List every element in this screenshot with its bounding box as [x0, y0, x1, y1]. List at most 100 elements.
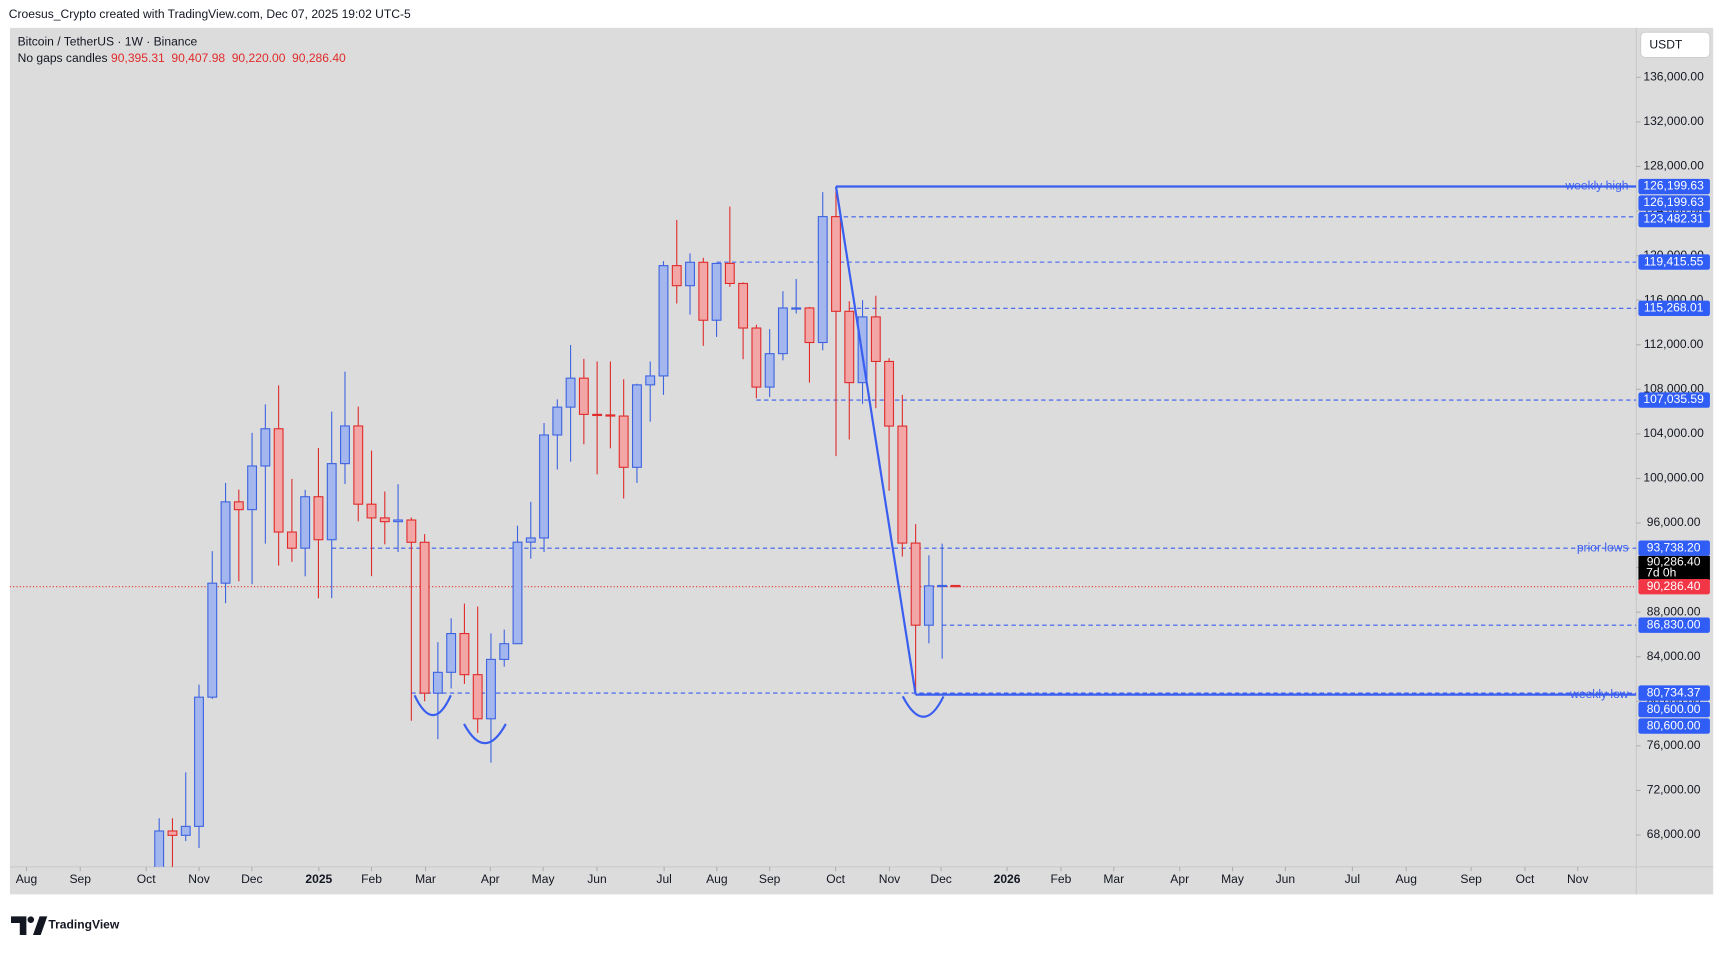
plot	[9, 185, 1637, 867]
currency[interactable]: USDT	[1649, 38, 1683, 52]
candle-body	[353, 425, 364, 505]
candle-body	[831, 216, 841, 312]
legend-value: 90,286.40	[292, 51, 346, 65]
candle-body	[432, 671, 443, 694]
candle-body	[578, 377, 589, 415]
candle-body	[379, 517, 390, 523]
x-tick-label: Nov	[188, 872, 209, 886]
y-tick-label: 136,000.00	[1643, 70, 1704, 84]
y-tick-label: 68,000.00	[1647, 827, 1701, 841]
price-label: 126,199.63	[1643, 179, 1704, 193]
candle-body	[194, 696, 204, 827]
y-tick-label: 132,000.00	[1643, 114, 1704, 128]
candle-body	[512, 541, 523, 645]
currency-box[interactable]	[1640, 31, 1711, 59]
candle-body	[764, 353, 775, 388]
x-tick-label: Aug	[1395, 872, 1417, 886]
x-tick-label: Jun	[1276, 872, 1295, 886]
candle-body	[340, 425, 350, 465]
price-label-box	[1638, 540, 1710, 556]
legend-value: 90,395.31	[111, 51, 165, 65]
candle-body	[658, 265, 669, 377]
x-tick-label: Dec	[930, 872, 951, 886]
y-tick-label: 100,000.00	[1643, 471, 1704, 485]
x-tick-label: Mar	[415, 872, 436, 886]
x-tick-label: Feb	[361, 872, 382, 886]
candle-body	[645, 375, 656, 386]
candle-body	[300, 496, 311, 549]
candle-body	[884, 360, 895, 427]
x-tick-label: Dec	[241, 872, 262, 886]
candle-body	[870, 316, 881, 363]
price-label: 80,600.00	[1647, 702, 1701, 716]
x-tick-label: Feb	[1051, 872, 1072, 886]
candle-body	[698, 261, 709, 321]
chart-background	[9, 27, 1714, 895]
price-label-box	[1638, 178, 1710, 195]
candle-body	[751, 327, 762, 388]
price-label: 126,199.63	[1643, 195, 1704, 209]
candle-body	[393, 519, 404, 523]
x-tick-label: Sep	[1460, 872, 1482, 886]
candle-body	[923, 585, 934, 626]
price-label-box	[1638, 195, 1710, 211]
legend-label: No gaps candles	[18, 51, 108, 65]
y-tick-label: 108,000.00	[1643, 381, 1704, 395]
x-tick-label: Sep	[759, 872, 781, 886]
x-tick-label: 2025	[305, 872, 332, 886]
x-tick-label: Aug	[706, 872, 727, 886]
candle-body	[326, 463, 337, 541]
x-tick-label: Apr	[481, 872, 500, 886]
price-label: 119,415.55	[1644, 254, 1704, 268]
x-tick-label: Sep	[69, 872, 91, 886]
x-tick-label: Aug	[16, 872, 37, 886]
candle-body	[910, 542, 921, 626]
candle-body	[937, 584, 948, 588]
candle-body	[167, 830, 178, 836]
candle-body	[233, 501, 244, 511]
x-tick-label: Nov	[879, 872, 900, 886]
pattern-arcs	[413, 694, 945, 745]
price-label-box	[1638, 685, 1710, 701]
candle-body	[539, 434, 549, 539]
last-price-box	[1638, 578, 1710, 595]
candle-body	[592, 413, 603, 417]
x-tick-label: 2026	[994, 872, 1021, 886]
x-tick-label: Oct	[1516, 872, 1535, 886]
x-tick-label: Oct	[826, 872, 845, 886]
price-label: 86,830.00	[1647, 617, 1701, 631]
price-label: 115,268.01	[1644, 301, 1704, 315]
y-tick-label: 104,000.00	[1643, 426, 1704, 440]
candle-body	[446, 632, 457, 673]
countdown-box	[1638, 555, 1710, 581]
x-tick-label: Jul	[1345, 872, 1360, 886]
last-price-label: 90,286.40	[1647, 579, 1701, 593]
candle-body	[804, 307, 815, 344]
candle-body	[817, 216, 828, 344]
price-label: 123,482.31	[1643, 212, 1704, 226]
candle-body	[273, 428, 284, 533]
candle-body	[286, 531, 297, 549]
candle-body	[154, 830, 165, 867]
y-tick-label: 96,000.00	[1647, 515, 1701, 529]
y-tick-label: 128,000.00	[1643, 159, 1704, 173]
y-tick-label: 72,000.00	[1647, 783, 1701, 797]
candle-body	[207, 582, 218, 698]
x-tick-label: Nov	[1567, 872, 1588, 886]
y-tick-label: 88,000.00	[1647, 604, 1701, 618]
price-label: 80,600.00	[1647, 718, 1701, 732]
symbol: Bitcoin / TetherUS · 1W · Binance	[18, 34, 198, 48]
candle-body	[950, 584, 961, 588]
x-tick-label: Jun	[587, 872, 606, 886]
legend-value: 90,220.00	[232, 51, 286, 65]
level-text: weekly high	[1564, 179, 1628, 193]
x-tick-label: Oct	[137, 872, 156, 886]
x-tick-label: May	[1221, 872, 1245, 886]
price-label: 93,738.20	[1647, 540, 1701, 554]
candle-body	[472, 674, 483, 720]
watermark: TradingView	[48, 917, 120, 931]
candle-body	[565, 377, 576, 408]
level-text: weekly low	[1569, 687, 1629, 701]
price-label-box	[1638, 701, 1710, 718]
